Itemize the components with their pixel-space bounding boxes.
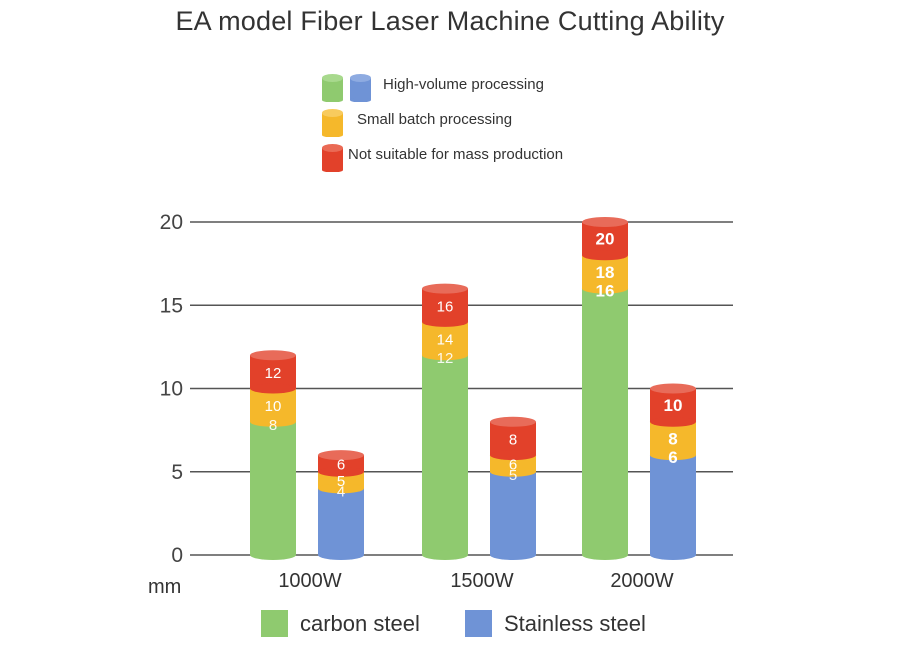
bar-top-cap [582, 217, 628, 227]
bar-top-cap [650, 383, 696, 394]
series-legend: carbon steel Stainless steel [0, 610, 900, 650]
bar-top-cap [490, 416, 536, 427]
bar-segment-base-0 [490, 550, 536, 560]
bar-value-label-level-2: 16 [437, 298, 454, 315]
y-tick-label-10: 10 [160, 378, 183, 401]
x-axis-categories: 1000W 1500W 2000W [278, 570, 673, 592]
bar-top-cap [318, 450, 364, 461]
bar-segment-base-0 [582, 550, 628, 560]
y-tick-label-0: 0 [171, 544, 183, 567]
bar-segment-base-2 [250, 383, 296, 394]
series-label-carbon-steel: carbon steel [300, 610, 420, 636]
bar-segment-base-1 [582, 283, 628, 294]
bar-segment-level-2 [490, 421, 536, 456]
bar-segment-base-2 [490, 450, 536, 461]
legend-swatch-blue [350, 74, 371, 102]
series-swatch-green [261, 610, 288, 637]
bar-value-label-level-1: 10 [265, 398, 282, 415]
bar-segment-base-0 [318, 550, 364, 560]
legend-label-small-batch: Small batch processing [357, 111, 513, 128]
series-legend-stainless-steel: Stainless steel [465, 610, 646, 637]
x-category-label-2000W: 2000W [610, 570, 673, 592]
bar-top-cap [250, 350, 296, 361]
legend-swatch-yellow [322, 109, 343, 137]
legend-swatches-green-blue [322, 74, 371, 102]
legend-label-not-suitable: Not suitable for mass production [348, 146, 564, 163]
bar-value-label-level-2: 6 [337, 456, 345, 473]
bar-segment-base-2 [650, 416, 696, 427]
bar-value-label-level-0: 4 [337, 483, 345, 500]
bar-segment-level-2 [422, 288, 468, 322]
bar-stainless-steel-2000W: 68 10 [650, 383, 696, 560]
bar-value-label-level-0: 8 [269, 417, 277, 434]
x-category-label-1500W: 1500W [450, 570, 513, 592]
bar-segment-level-0 [422, 355, 468, 555]
bar-segment-level-0 [582, 288, 628, 555]
legend-label-high-volume: High-volume processing [383, 76, 544, 93]
bar-segment-base-0 [422, 550, 468, 560]
bar-value-label-level-1: 8 [668, 429, 677, 448]
bar-value-label-level-0: 6 [668, 448, 677, 467]
bar-value-label-level-1: 5 [337, 473, 345, 490]
bar-value-label-level-0: 5 [509, 467, 517, 484]
bar-segment-level-0 [650, 455, 696, 555]
y-axis-unit-label: mm [148, 576, 181, 598]
bar-value-label-level-1: 14 [437, 332, 454, 349]
series-legend-carbon-steel: carbon steel [261, 610, 420, 637]
bar-value-label-level-2: 20 [596, 230, 615, 249]
chart-title: EA model Fiber Laser Machine Cutting Abi… [175, 6, 725, 36]
bar-segment-base-1 [250, 416, 296, 427]
bar-segment-base-2 [422, 316, 468, 327]
bar-segment-base-1 [490, 466, 536, 477]
y-tick-label-15: 15 [160, 294, 183, 317]
legend-swatch-green [322, 74, 343, 102]
bar-top-cap [422, 283, 468, 294]
bar-value-label-level-0: 16 [596, 282, 615, 301]
bar-segment-base-0 [650, 550, 696, 560]
bar-segment-level-1 [650, 421, 696, 456]
bar-segment-level-1 [250, 388, 296, 422]
bar-value-label-level-1: 6 [509, 456, 517, 473]
bar-segment-base-1 [318, 483, 364, 494]
bar-value-label-level-1: 18 [596, 263, 615, 282]
bar-value-label-level-2: 8 [509, 431, 517, 448]
bar-segment-level-2 [650, 388, 696, 422]
bar-segment-level-1 [422, 321, 468, 356]
series-label-stainless-steel: Stainless steel [504, 610, 646, 636]
bar-stainless-steel-1000W: 456 [318, 450, 364, 560]
bar-segment-base-2 [582, 250, 628, 261]
bar-segment-level-0 [250, 421, 296, 555]
bar-segment-level-2 [582, 222, 628, 256]
bar-value-label-level-2: 12 [265, 365, 282, 382]
bar-segment-level-1 [582, 255, 628, 289]
bar-value-label-level-2: 10 [664, 396, 683, 415]
bar-segment-level-0 [318, 488, 364, 555]
y-tick-label-5: 5 [171, 461, 183, 484]
bar-segment-level-0 [490, 471, 536, 555]
x-category-label-1000W: 1000W [278, 570, 341, 592]
bar-value-label-level-0: 12 [437, 350, 454, 367]
y-axis-ticks: 0 5 10 15 20 [160, 211, 183, 567]
y-tick-label-20: 20 [160, 211, 183, 234]
bar-segment-base-1 [422, 350, 468, 361]
bar-stainless-steel-1500W: 56 8 [490, 416, 536, 560]
bar-segment-base-0 [250, 550, 296, 560]
legend-swatch-red [322, 144, 343, 172]
bar-carbon-steel-1000W: 8 10 12 [250, 350, 296, 560]
bar-segment-level-2 [250, 355, 296, 389]
bar-segment-base-2 [318, 466, 364, 477]
series-swatch-blue [465, 610, 492, 637]
bar-segment-base-1 [650, 450, 696, 461]
